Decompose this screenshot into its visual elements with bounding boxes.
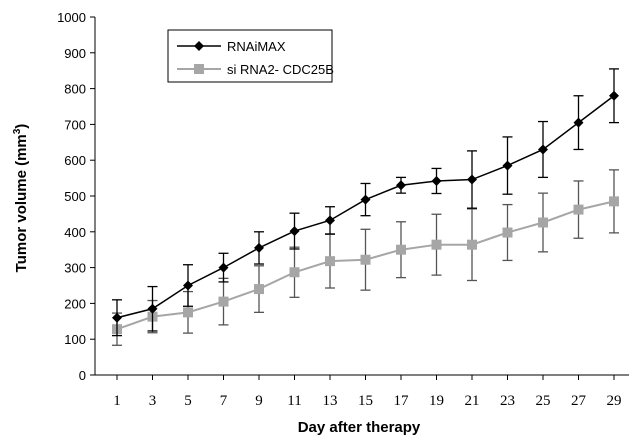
x-tick-label: 21 (465, 393, 480, 409)
legend-square-marker (194, 64, 204, 74)
data-point (573, 117, 584, 128)
data-point (112, 312, 122, 323)
data-point (360, 194, 371, 205)
y-tick-label: 700 (64, 117, 86, 132)
data-point (573, 204, 584, 215)
data-point (254, 284, 264, 295)
y-axis-title-suffix: ) (13, 124, 30, 129)
legend-diamond-marker (194, 41, 204, 51)
data-point (502, 227, 513, 238)
x-tick-label: 3 (149, 393, 157, 409)
data-point (609, 196, 619, 207)
y-tick-label: 500 (64, 189, 86, 204)
data-point (431, 175, 442, 186)
data-point (538, 144, 548, 155)
x-tick-label: 17 (394, 393, 410, 409)
legend-label-rnaimax: RNAiMAX (227, 39, 286, 54)
legend: RNAiMAX si RNA2- CDC25B (167, 29, 334, 83)
y-tick-label: 600 (64, 153, 86, 168)
legend-item-sirna: si RNA2- CDC25B (177, 62, 334, 77)
data-point (467, 239, 477, 250)
data-point (325, 256, 335, 267)
x-tick-label: 19 (429, 393, 444, 409)
x-tick-label: 9 (255, 393, 263, 409)
y-tick-label: 800 (64, 82, 86, 97)
x-tick-label: 25 (536, 393, 551, 409)
y-tick-label: 200 (64, 296, 86, 311)
data-point (254, 242, 264, 253)
y-tick-label: 100 (64, 332, 86, 347)
x-tick-label: 11 (287, 393, 301, 409)
data-point (396, 244, 406, 255)
x-tick-label: 1 (113, 393, 121, 409)
y-tick-label: 300 (64, 261, 86, 276)
x-axis-title: Day after therapy (298, 419, 421, 436)
x-ticks: 1 3 5 7 9 11 13 15 17 19 21 23 25 27 29 (113, 375, 622, 409)
x-tick-label: 5 (184, 393, 192, 409)
x-tick-label: 7 (220, 393, 228, 409)
y-tick-label: 900 (64, 46, 86, 61)
data-point (289, 226, 300, 237)
data-point (360, 254, 371, 265)
data-point (502, 160, 513, 171)
x-tick-label: 15 (358, 393, 373, 409)
x-tick-label: 23 (500, 393, 515, 409)
x-tick-label: 29 (607, 393, 622, 409)
data-point (325, 215, 335, 226)
x-tick-label: 13 (323, 393, 338, 409)
x-tick-label: 27 (571, 393, 587, 409)
y-tick-label: 1000 (57, 10, 86, 25)
legend-label-sirna: si RNA2- CDC25B (227, 62, 334, 77)
y-tick-label: 0 (79, 368, 86, 383)
data-point (467, 174, 477, 185)
data-point (218, 262, 229, 273)
data-point (183, 307, 193, 318)
y-axis-title-superscript: 3 (12, 128, 23, 134)
y-ticks: 0 100 200 300 400 500 600 700 800 900 1000 (57, 10, 95, 383)
y-tick-label: 400 (64, 225, 86, 240)
series-1 (112, 68, 619, 337)
y-axis-title-main: Tumor volume (mm (13, 134, 30, 272)
legend-item-rnaimax: RNAiMAX (177, 39, 286, 54)
data-point (538, 217, 548, 228)
data-point (609, 90, 619, 101)
data-point (147, 303, 158, 314)
data-point (183, 280, 193, 291)
y-axis-title: Tumor volume (mm3) (12, 124, 30, 273)
series-layer (112, 68, 619, 346)
data-point (218, 296, 229, 307)
data-point (431, 239, 442, 250)
data-point (396, 180, 406, 191)
data-point (289, 267, 300, 278)
